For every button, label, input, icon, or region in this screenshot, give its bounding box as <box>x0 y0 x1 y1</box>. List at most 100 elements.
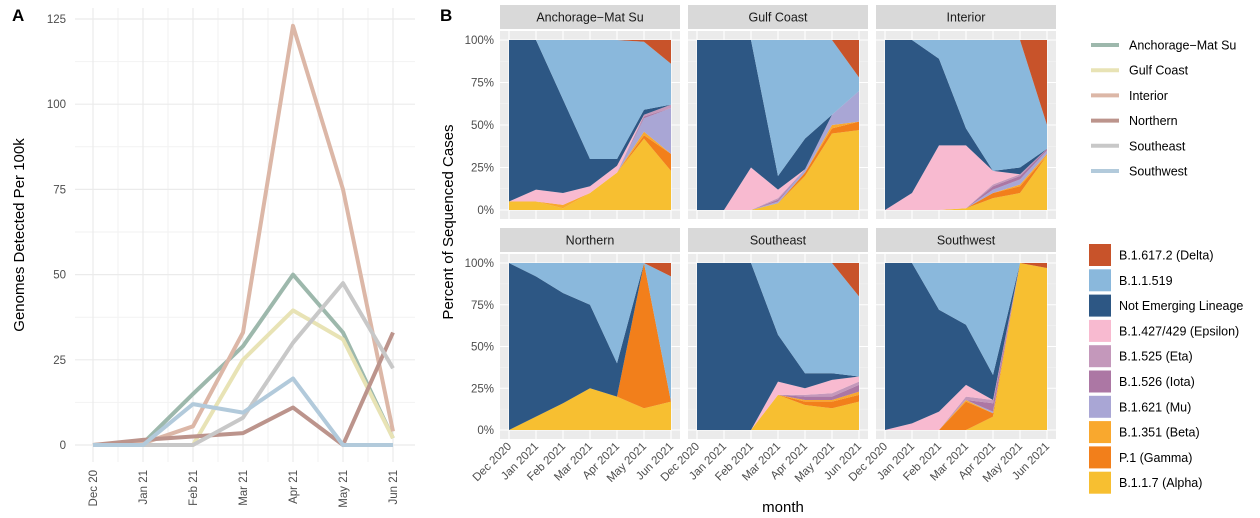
legend-label: B.1.1.519 <box>1119 274 1173 288</box>
legend-label: B.1.1.7 (Alpha) <box>1119 476 1202 490</box>
x-tick-label: Apr 21 <box>288 470 300 504</box>
area-b-1-1-7-alpha <box>697 130 859 210</box>
legend-label: B.1.526 (Iota) <box>1119 375 1195 389</box>
facet-strip-label: Northern <box>566 234 615 248</box>
legend-item-gulf-coast: Gulf Coast <box>1088 59 1189 82</box>
legend-swatch-fill <box>1089 269 1111 292</box>
legend-label: Anchorage−Mat Su <box>1129 39 1236 53</box>
area-b-1-1-519 <box>697 40 859 176</box>
area-b-1-617-2-delta <box>697 40 859 78</box>
legend-swatch-fill <box>1089 244 1111 266</box>
y-tick-label: 25% <box>471 383 494 395</box>
facet-strip-label: Interior <box>947 11 986 25</box>
area-b-1-1-519 <box>509 40 671 159</box>
legend-swatch-fill <box>1089 345 1111 368</box>
y-tick-label: 125 <box>47 14 66 26</box>
legend-item-southeast: Southeast <box>1088 134 1186 157</box>
legend-label: Northern <box>1129 114 1178 128</box>
legend-item-anchorage-mat-su: Anchorage−Mat Su <box>1088 34 1236 56</box>
legend-label: Not Emerging Lineage <box>1119 299 1243 313</box>
legend-label: B.1.525 (Eta) <box>1119 350 1193 364</box>
area-not-emerging-lineage <box>885 40 1047 210</box>
area-b-1-427-429-epsilon <box>885 145 1047 210</box>
legend-swatch-fill <box>1089 370 1111 393</box>
area-not-emerging-lineage <box>697 263 859 430</box>
legend-item-b-1-621-mu: B.1.621 (Mu) <box>1089 395 1191 418</box>
y-tick-label: 75% <box>471 300 494 312</box>
x-tick-label: Mar 21 <box>238 470 250 506</box>
legend-item-b-1-617-2-delta: B.1.617.2 (Delta) <box>1089 244 1214 266</box>
legend-swatch-fill <box>1089 319 1111 342</box>
panel-b-stacked-area-facets: Anchorage−Mat Su 0% 25% 50% 75% 100% Gulf Coas… <box>440 5 1056 516</box>
y-tick-label: 50 <box>53 270 66 282</box>
y-tick-label: 25% <box>471 163 494 175</box>
y-tick-label: 100% <box>465 35 494 47</box>
panel-a-line-chart: 0 25 50 75 100 125 Dec 20 Jan 21 Feb 21 Mar 21 Apr… <box>11 6 415 508</box>
legend-item-b-1-526-iota: B.1.526 (Iota) <box>1089 370 1195 393</box>
legend-label: P.1 (Gamma) <box>1119 451 1192 465</box>
panel-letter-a: A <box>12 6 24 25</box>
legend-item-not-emerging-lineage: Not Emerging Lineage <box>1089 294 1243 317</box>
area-b-1-617-2-delta <box>885 40 1047 125</box>
x-tick-label: Jan 21 <box>138 470 150 505</box>
area-b-1-617-2-delta <box>697 263 859 297</box>
series-line-southwest <box>93 376 393 447</box>
y-tick-label: 75 <box>53 184 66 196</box>
area-not-emerging-lineage <box>697 40 859 210</box>
legend-label: Southwest <box>1129 165 1188 179</box>
facet-anchorage-mat-su: Anchorage−Mat Su 0% 25% 50% 75% 100% <box>465 5 680 219</box>
y-tick-label: 0% <box>477 205 494 217</box>
legend-swatch-fill <box>1089 395 1111 418</box>
area-b-1-1-519 <box>885 40 1047 171</box>
y-tick-label: 50% <box>471 342 494 354</box>
y-tick-label: 50% <box>471 120 494 132</box>
facet-strip <box>688 228 868 252</box>
legend-swatch-fill <box>1089 421 1111 444</box>
y-tick-label: 0% <box>477 425 494 437</box>
legend-item-b-1-351-beta: B.1.351 (Beta) <box>1089 421 1200 444</box>
area-not-emerging-lineage <box>885 263 1047 430</box>
area-b-1-1-519 <box>697 263 859 377</box>
x-tick-label: Feb 21 <box>188 470 200 506</box>
panel-letter-b: B <box>440 6 452 25</box>
facet-gulf-coast: Gulf Coast <box>688 5 868 219</box>
panel-a-background <box>75 8 415 462</box>
legend-swatch-fill <box>1089 294 1111 317</box>
legends: Anchorage−Mat Su Gulf Coast Interior Northe… <box>1088 34 1243 494</box>
facet-strip <box>876 5 1056 29</box>
area-b-1-1-7-alpha <box>885 263 1047 430</box>
area-b-1-617-2-delta <box>509 263 671 277</box>
area-b-1-1-519 <box>885 263 1047 375</box>
legend-label: B.1.427/429 (Epsilon) <box>1119 324 1239 338</box>
legend-item-interior: Interior <box>1088 84 1168 107</box>
legend-label: Interior <box>1129 89 1168 103</box>
facet-strip <box>688 5 868 29</box>
area-p-1-gamma <box>509 263 671 430</box>
area-b-1-1-7-alpha <box>509 138 671 210</box>
facet-strip-label: Gulf Coast <box>748 11 808 25</box>
area-b-1-427-429-epsilon <box>697 376 859 430</box>
area-b-1-427-429-epsilon <box>885 263 1047 430</box>
y-tick-label: 25 <box>53 355 66 367</box>
y-axis-title: Genomes Detected Per 100k <box>11 138 28 332</box>
area-b-1-1-7-alpha <box>697 394 859 430</box>
legend-swatch-fill <box>1089 446 1111 469</box>
y-tick-label: 0 <box>60 440 66 452</box>
legend-label: B.1.617.2 (Delta) <box>1119 249 1214 263</box>
area-b-1-621-mu <box>509 108 671 205</box>
facet-strip <box>876 228 1056 252</box>
legend-label: B.1.621 (Mu) <box>1119 400 1191 414</box>
legend-item-b-1-525-eta: B.1.525 (Eta) <box>1089 345 1193 368</box>
area-b-1-1-519 <box>509 263 671 402</box>
y-tick-label: 75% <box>471 78 494 90</box>
legend-item-southwest: Southwest <box>1088 160 1188 182</box>
legend-item-b-1-1-519: B.1.1.519 <box>1089 269 1173 292</box>
area-b-1-526-iota <box>885 148 1047 210</box>
y-axis-title-b: Percent of Sequenced Cases <box>440 124 457 319</box>
legend-item-b-1-427-429-epsilon: B.1.427/429 (Epsilon) <box>1089 319 1239 342</box>
area-b-1-351-beta <box>697 391 859 430</box>
legend-label: Gulf Coast <box>1129 64 1189 78</box>
